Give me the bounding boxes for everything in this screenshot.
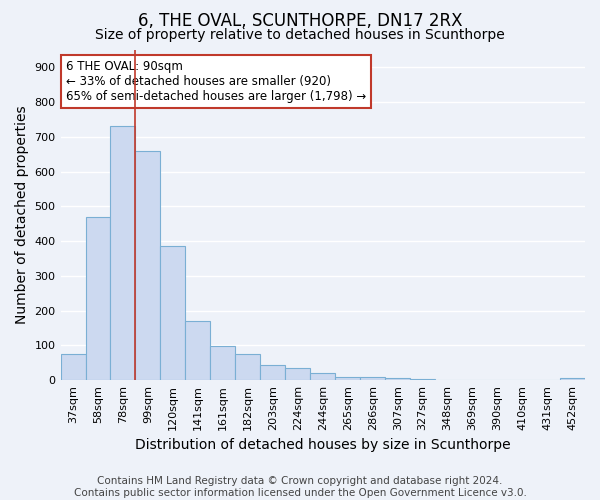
Bar [260,365,286,380]
Bar [560,378,585,380]
Text: Contains HM Land Registry data © Crown copyright and database right 2024.
Contai: Contains HM Land Registry data © Crown c… [74,476,526,498]
Bar [235,354,260,380]
X-axis label: Distribution of detached houses by size in Scunthorpe: Distribution of detached houses by size … [135,438,511,452]
Text: 6 THE OVAL: 90sqm
← 33% of detached houses are smaller (920)
65% of semi-detache: 6 THE OVAL: 90sqm ← 33% of detached hous… [66,60,366,103]
Bar [211,346,235,380]
Bar [185,321,211,380]
Bar [410,379,435,380]
Bar [385,378,410,380]
Bar [335,376,360,380]
Bar [160,246,185,380]
Bar [360,377,385,380]
Text: Size of property relative to detached houses in Scunthorpe: Size of property relative to detached ho… [95,28,505,42]
Bar [110,126,136,380]
Bar [86,217,110,380]
Bar [286,368,310,380]
Bar [61,354,86,380]
Bar [310,373,335,380]
Text: 6, THE OVAL, SCUNTHORPE, DN17 2RX: 6, THE OVAL, SCUNTHORPE, DN17 2RX [138,12,462,30]
Y-axis label: Number of detached properties: Number of detached properties [15,106,29,324]
Bar [136,151,160,380]
